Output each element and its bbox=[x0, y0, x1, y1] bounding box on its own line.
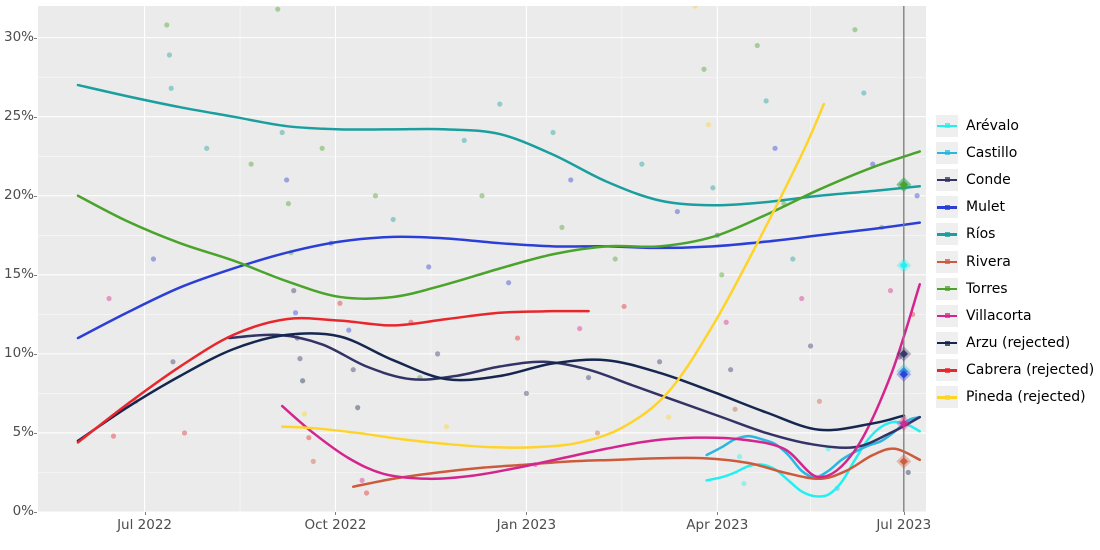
x-axis-tick-label: Jul 2023 bbox=[876, 517, 932, 533]
y-axis-tick-mark bbox=[34, 195, 37, 197]
legend-point-swatch bbox=[945, 286, 950, 292]
legend-color-key bbox=[936, 277, 958, 300]
legend-item-label: Arévalo bbox=[966, 117, 1019, 134]
legend-item-castillo[interactable]: Castillo bbox=[936, 139, 1096, 166]
x-axis-tick-mark bbox=[144, 512, 146, 515]
legend-item-r-os[interactable]: Ríos bbox=[936, 221, 1096, 248]
y-axis-tick-mark bbox=[34, 274, 37, 276]
legend-item-label: Arzu (rejected) bbox=[966, 335, 1071, 352]
legend-item-arzu-rejected[interactable]: Arzu (rejected) bbox=[936, 330, 1096, 357]
legend-color-key bbox=[936, 141, 958, 164]
legend-item-villacorta[interactable]: Villacorta bbox=[936, 302, 1096, 329]
legend: Arévalo Castillo Conde Mulet Ríos Rivera Torre… bbox=[936, 112, 1096, 411]
y-axis-tick-label: 5% bbox=[12, 423, 34, 440]
legend-point-swatch bbox=[945, 259, 950, 265]
scatter-points bbox=[106, 6, 920, 496]
legend-point-swatch bbox=[945, 340, 950, 346]
legend-item-label: Pineda (rejected) bbox=[966, 389, 1086, 406]
legend-item-pineda-rejected[interactable]: Pineda (rejected) bbox=[936, 384, 1096, 411]
legend-item-torres[interactable]: Torres bbox=[936, 275, 1096, 302]
legend-item-label: Torres bbox=[966, 280, 1008, 297]
legend-item-label: Villacorta bbox=[966, 307, 1032, 324]
y-axis-tick-label: 30% bbox=[3, 28, 34, 45]
x-axis-tick-mark bbox=[335, 512, 337, 515]
legend-item-label: Ríos bbox=[966, 226, 996, 243]
legend-point-swatch bbox=[945, 123, 950, 129]
legend-color-key bbox=[936, 168, 958, 191]
legend-color-key bbox=[936, 223, 958, 246]
legend-item-rivera[interactable]: Rivera bbox=[936, 248, 1096, 275]
y-axis-tick-label: 10% bbox=[3, 344, 34, 361]
legend-color-key bbox=[936, 304, 958, 327]
legend-item-label: Mulet bbox=[966, 199, 1005, 216]
x-axis-tick-label: Jul 2022 bbox=[117, 517, 173, 533]
legend-point-swatch bbox=[945, 313, 950, 319]
y-axis-tick-label: 25% bbox=[3, 107, 34, 124]
legend-color-key bbox=[936, 114, 958, 137]
legend-point-swatch bbox=[945, 231, 950, 237]
legend-item-cabrera-rejected[interactable]: Cabrera (rejected) bbox=[936, 357, 1096, 384]
legend-color-key bbox=[936, 332, 958, 355]
y-axis-tick-label: 15% bbox=[3, 265, 34, 282]
final-result-markers bbox=[896, 177, 912, 469]
x-axis-tick-mark bbox=[526, 512, 528, 515]
x-axis-tick-label: Jan 2023 bbox=[496, 517, 557, 533]
legend-point-swatch bbox=[945, 150, 950, 156]
x-axis-tick-mark bbox=[903, 512, 905, 515]
legend-item-conde[interactable]: Conde bbox=[936, 166, 1096, 193]
legend-item-label: Conde bbox=[966, 171, 1011, 188]
x-axis-tick-label: Apr 2023 bbox=[686, 517, 749, 533]
y-axis-tick-label: 20% bbox=[3, 186, 34, 203]
legend-point-swatch bbox=[945, 394, 950, 400]
y-axis-tick-mark bbox=[34, 353, 37, 355]
legend-color-key bbox=[936, 386, 958, 409]
legend-color-key bbox=[936, 196, 958, 219]
x-axis-tick-mark bbox=[717, 512, 719, 515]
legend-item-mulet[interactable]: Mulet bbox=[936, 194, 1096, 221]
y-axis-tick-label: 0% bbox=[12, 503, 34, 519]
legend-point-swatch bbox=[945, 204, 950, 210]
legend-point-swatch bbox=[945, 367, 950, 373]
legend-item-label: Cabrera (rejected) bbox=[966, 362, 1095, 379]
y-axis-tick-mark bbox=[34, 37, 37, 39]
y-axis-tick-mark bbox=[34, 512, 37, 513]
y-axis-tick-mark bbox=[34, 116, 37, 118]
legend-item-label: Rivera bbox=[966, 253, 1011, 270]
x-axis-tick-label: Oct 2022 bbox=[304, 517, 367, 533]
trend-lines bbox=[76, 83, 922, 498]
legend-point-swatch bbox=[945, 177, 950, 183]
plot-panel bbox=[38, 6, 926, 512]
legend-color-key bbox=[936, 250, 958, 273]
plot-svg bbox=[38, 6, 926, 512]
legend-item-label: Castillo bbox=[966, 144, 1018, 161]
y-axis-tick-mark bbox=[34, 432, 37, 434]
legend-item-ar-valo[interactable]: Arévalo bbox=[936, 112, 1096, 139]
legend-color-key bbox=[936, 359, 958, 382]
